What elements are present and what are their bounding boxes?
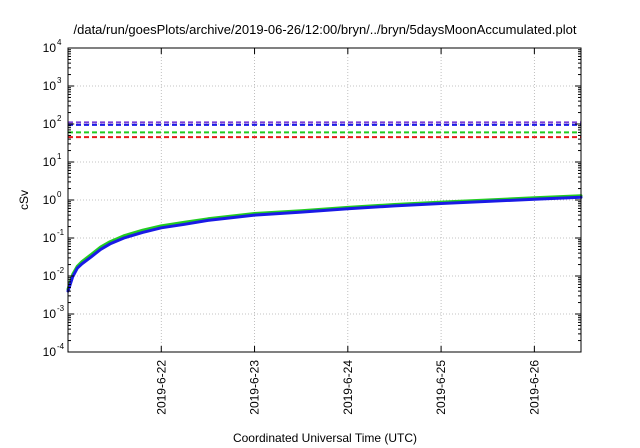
axis-ticks bbox=[68, 47, 581, 353]
y-tick-exponent: -4 bbox=[57, 342, 65, 351]
y-tick-base: 10 bbox=[43, 269, 57, 283]
y-tick-base: 10 bbox=[43, 41, 57, 55]
y-tick-label: 10 bbox=[43, 41, 57, 55]
y-tick-exponent: 4 bbox=[57, 38, 62, 47]
chart-title: /data/run/goesPlots/archive/2019-06-26/1… bbox=[74, 22, 577, 37]
x-tick-label: 2019-6-24 bbox=[341, 360, 355, 415]
y-tick-exponent: -3 bbox=[57, 304, 65, 313]
x-tick-label: 2019-6-23 bbox=[248, 360, 262, 415]
y-tick-exponent: -2 bbox=[57, 266, 65, 275]
y-tick-exponent: 1 bbox=[57, 152, 62, 161]
y-tick-base: 10 bbox=[43, 193, 57, 207]
x-tick-label: 2019-6-22 bbox=[154, 360, 168, 415]
y-tick-base: 10 bbox=[43, 307, 57, 321]
y-tick-base: 10 bbox=[43, 79, 57, 93]
y-tick-base: 10 bbox=[43, 155, 57, 169]
series-lines bbox=[66, 194, 583, 293]
y-tick-label: 10 bbox=[43, 155, 57, 169]
x-tick-label: 2019-6-26 bbox=[527, 360, 541, 415]
y-tick-label: 10 bbox=[43, 307, 57, 321]
x-tick-label: 2019-6-25 bbox=[434, 360, 448, 415]
y-tick-label: 10 bbox=[43, 231, 57, 245]
y-tick-label: 10 bbox=[43, 345, 57, 359]
x-axis-label: Coordinated Universal Time (UTC) bbox=[233, 431, 417, 445]
series-line bbox=[66, 195, 583, 293]
y-tick-label: 10 bbox=[43, 193, 57, 207]
y-tick-label: 10 bbox=[43, 117, 57, 131]
y-tick-exponent: 0 bbox=[57, 190, 62, 199]
x-tick-labels: 2019-6-22 2019-6-23 2019-6-24 2019-6-25 2019… bbox=[154, 360, 541, 415]
y-axis-label: cSv bbox=[17, 190, 31, 210]
y-tick-exponent: -1 bbox=[57, 228, 65, 237]
y-tick-base: 10 bbox=[43, 345, 57, 359]
threshold-lines bbox=[68, 121, 581, 139]
y-tick-label: 10 bbox=[43, 79, 57, 93]
y-tick-label: 10 bbox=[43, 269, 57, 283]
y-tick-exponent: 2 bbox=[57, 114, 62, 123]
y-tick-base: 10 bbox=[43, 117, 57, 131]
y-tick-exponent: 3 bbox=[57, 76, 62, 85]
y-tick-base: 10 bbox=[43, 231, 57, 245]
